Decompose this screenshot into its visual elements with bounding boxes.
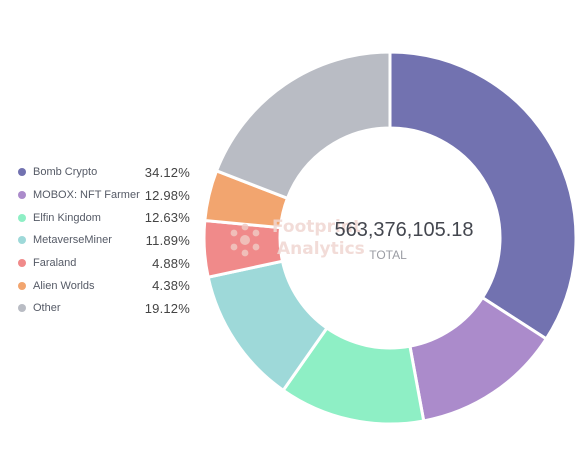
legend-swatch xyxy=(18,191,26,200)
legend-label: Bomb Crypto xyxy=(33,166,98,179)
legend-swatch xyxy=(18,281,26,290)
legend-label: Alien Worlds xyxy=(33,279,95,292)
watermark-line-2: Analytics xyxy=(277,239,365,259)
legend-value: 4.38% xyxy=(152,278,190,294)
legend-swatch xyxy=(18,304,26,313)
watermark-line-1: Footprint xyxy=(272,217,361,237)
legend-value: 34.12% xyxy=(144,164,190,180)
legend-value: 11.89% xyxy=(145,232,190,248)
center-total-caption: TOTAL xyxy=(369,248,407,262)
center-total-value: 563,376,105.18 xyxy=(334,219,473,241)
legend-value: 12.98% xyxy=(144,187,190,203)
legend-value: 19.12% xyxy=(144,300,190,316)
legend-label: MOBOX: NFT Farmer xyxy=(33,189,140,202)
donut-slice[interactable] xyxy=(388,50,578,341)
legend-label: Other xyxy=(33,302,61,315)
legend-item[interactable]: Alien Worlds 4.38% xyxy=(18,274,198,297)
legend-item[interactable]: Bomb Crypto 34.12% xyxy=(18,161,198,184)
legend-value: 4.88% xyxy=(152,255,190,271)
watermark: Footprint Analytics xyxy=(230,217,365,259)
legend-value: 12.63% xyxy=(144,210,190,226)
legend-item[interactable]: MOBOX: NFT Farmer 12.98% xyxy=(18,184,198,207)
donut-slice[interactable] xyxy=(214,50,392,201)
legend-label: Elfin Kingdom xyxy=(33,211,101,224)
legend-swatch xyxy=(18,259,26,268)
legend-swatch xyxy=(18,213,26,222)
legend-item[interactable]: MetaverseMiner 11.89% xyxy=(18,229,198,252)
watermark-logo-icon xyxy=(230,223,260,257)
legend-item[interactable]: Other 19.12% xyxy=(18,297,198,320)
legend: Bomb Crypto 34.12% MOBOX: NFT Farmer 12.98%… xyxy=(18,161,198,320)
legend-label: Faraland xyxy=(33,257,77,270)
legend-swatch xyxy=(18,236,26,245)
donut-slices xyxy=(202,50,578,426)
legend-item[interactable]: Faraland 4.88% xyxy=(18,252,198,275)
legend-label: MetaverseMiner xyxy=(33,234,112,247)
legend-item[interactable]: Elfin Kingdom 12.63% xyxy=(18,206,198,229)
legend-swatch xyxy=(18,168,26,177)
